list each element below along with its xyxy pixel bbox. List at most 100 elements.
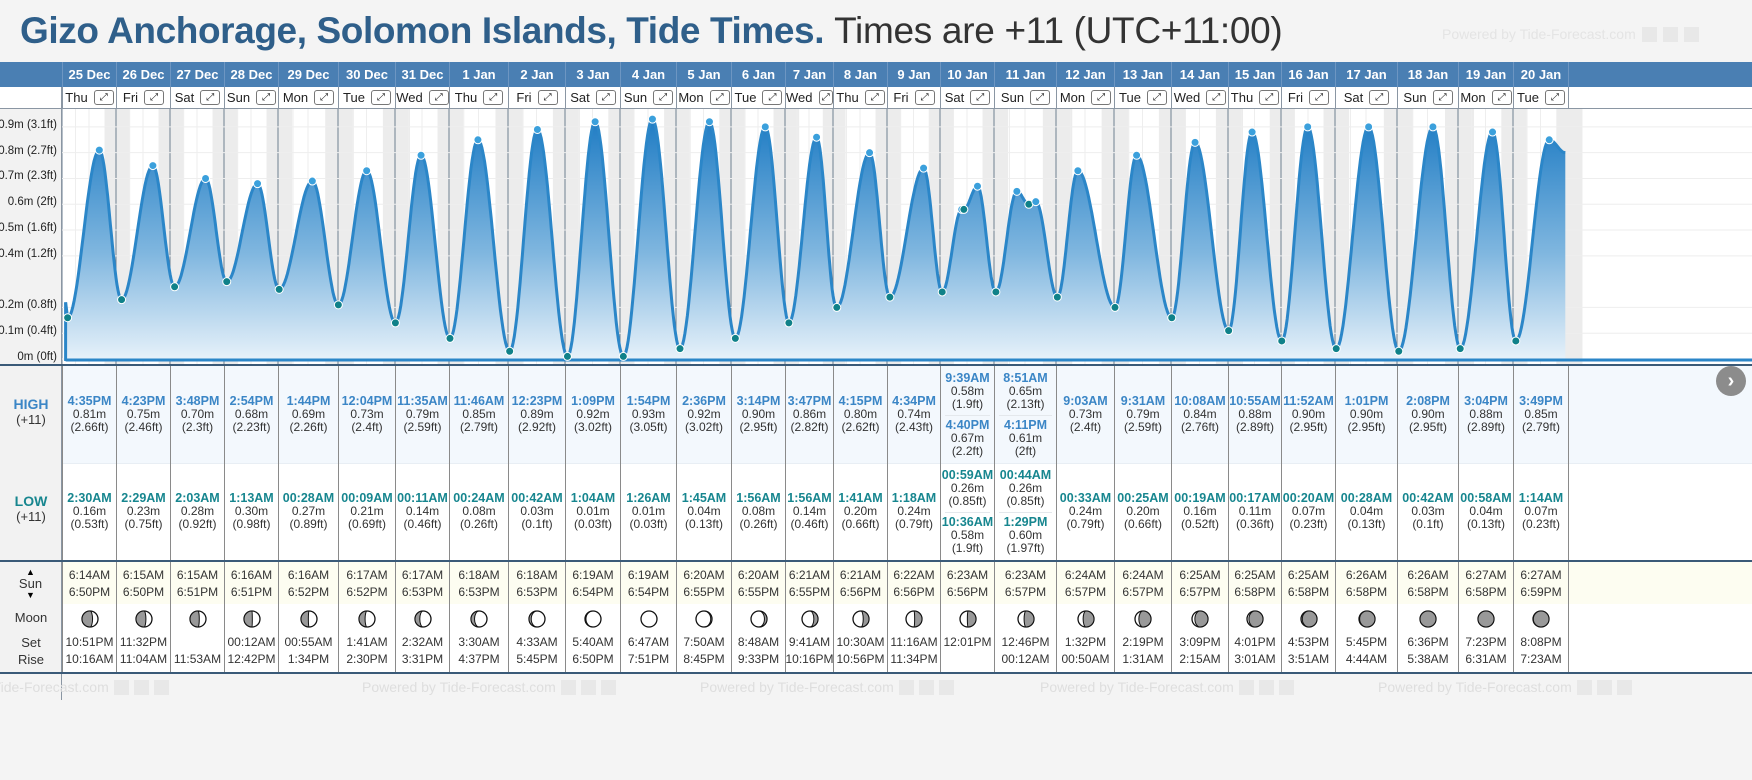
expand-day-button[interactable]: ⤢ (1491, 90, 1512, 105)
expand-day-button[interactable]: ⤢ (1544, 90, 1565, 105)
weekday-label: Sat (174, 90, 195, 105)
sunrise-time: 6:21AM (788, 567, 831, 582)
expand-day-button[interactable]: ⤢ (370, 90, 391, 105)
expand-day-button[interactable]: ⤢ (483, 90, 504, 105)
expand-day-button[interactable]: ⤢ (970, 90, 991, 105)
moonset-time: 00:12AM (227, 635, 276, 649)
high-tide-feet: (2.46ft) (124, 420, 163, 434)
expand-day-button[interactable]: ⤢ (537, 90, 558, 105)
high-tide-cell: 11:35AM 0.79m (2.59ft) (395, 366, 449, 463)
date-header-19: 13 Jan (1114, 62, 1171, 87)
sunset-time: 6:59PM (1520, 584, 1562, 599)
sunset-time: 6:57PM (1064, 584, 1107, 599)
expand-day-button[interactable]: ⤢ (314, 90, 335, 105)
expand-day-button[interactable]: ⤢ (762, 90, 783, 105)
high-tide-time: 4:15PM (838, 394, 883, 408)
expand-day-button[interactable]: ⤢ (200, 90, 221, 105)
low-tide-meters: 0.11m (1238, 504, 1272, 518)
expand-day-button[interactable]: ⤢ (818, 90, 833, 105)
high-tide-meters: 0.79m (1126, 407, 1160, 421)
sun-cell: 6:17AM 6:52PM (338, 562, 395, 604)
mountain-logo-icon (938, 679, 954, 695)
expand-day-button[interactable]: ⤢ (1206, 90, 1227, 105)
high-tide-feet: (1.9ft) (951, 396, 984, 411)
expand-day-button[interactable]: ⤢ (653, 90, 674, 105)
expand-day-button[interactable]: ⤢ (1030, 90, 1051, 105)
sunrise-time: 6:14AM (68, 567, 111, 582)
expand-day-button[interactable]: ⤢ (428, 90, 449, 105)
low-tide-point (885, 292, 895, 302)
weekday-label: Tue (734, 90, 757, 105)
day-header-21: Thu ⤢ (1228, 87, 1281, 108)
high-tide-feet: (2.59ft) (1123, 420, 1162, 434)
sunrise-time: 6:25AM (1179, 567, 1221, 582)
weekday-label: Wed (786, 90, 813, 105)
moon-phase (134, 609, 154, 629)
high-tide-meters: 0.86m (792, 407, 827, 421)
high-tide-feet: (2.95ft) (1347, 420, 1386, 434)
high-tide-cell: 12:04PM 0.73m (2.4ft) (338, 366, 395, 463)
high-tide-meters: 0.88m (1238, 407, 1272, 421)
high-tide-point (416, 150, 426, 160)
low-tide-time: 00:42AM (1402, 491, 1454, 505)
moon-phase (1299, 609, 1319, 629)
expand-day-button[interactable]: ⤢ (1091, 90, 1112, 105)
high-tide-feet: (2.66ft) (70, 420, 109, 434)
expand-day-button[interactable]: ⤢ (595, 90, 616, 105)
sun-row: ▲ Sun ▼ 6:14AM 6:50PM 6:15AM 6:50PM 6:15AM 6:… (0, 562, 1752, 604)
sun-cell: 6:25AM 6:58PM (1281, 562, 1335, 604)
moon-phase-icon (905, 610, 923, 628)
expand-day-button[interactable]: ⤢ (1146, 90, 1167, 105)
expand-day-button[interactable]: ⤢ (864, 90, 885, 105)
moon-phase-icon (299, 610, 318, 628)
sun-cell: 6:21AM 6:55PM (785, 562, 833, 604)
low-tide-time: 00:28AM (282, 491, 335, 505)
moon-phase (800, 609, 820, 629)
date-label: 15 Jan (1234, 67, 1276, 82)
high-tide-meters: 0.93m (631, 407, 666, 421)
high-tide-feet: (2.2ft) (951, 443, 984, 458)
low-tide-feet: (0.13ft) (684, 517, 723, 531)
moon-phase-icon (242, 610, 261, 628)
powered-by-link[interactable]: Powered by Tide-Forecast.com (1442, 26, 1699, 42)
expand-day-button[interactable]: ⤢ (93, 90, 114, 105)
low-tide-feet: (1.9ft) (951, 540, 984, 555)
moonset-time: 9:41AM (788, 635, 831, 649)
expand-day-button[interactable]: ⤢ (1309, 90, 1330, 105)
high-tide-cell: 8:51AM 0.65m (2.13ft) 4:11PM 0.61m (2ft) (994, 366, 1056, 463)
chevron-right-icon: › (1727, 369, 1735, 392)
low-tide-feet: (0.79ft) (1066, 517, 1105, 531)
expand-day-button[interactable]: ⤢ (144, 90, 165, 105)
moon-phase-icon (1076, 610, 1095, 628)
high-tide-entry: 4:23PM 0.75m (2.46ft) (122, 394, 166, 435)
moonset-time: 12:46PM (1001, 635, 1050, 649)
date-header-9: 3 Jan (565, 62, 620, 87)
sunrise-time: 6:19AM (572, 567, 614, 582)
day-header-16: Sat ⤢ (940, 87, 994, 108)
date-header-1: 26 Dec (116, 62, 170, 87)
mountain-logo-icon (600, 679, 616, 695)
moon-cell: 00:12AM 12:42PM (224, 604, 278, 672)
moon-phase-icon (1532, 610, 1550, 628)
expand-day-button[interactable]: ⤢ (1259, 90, 1280, 105)
expand-day-button[interactable]: ⤢ (1369, 90, 1390, 105)
footer-powered-by-text: Powered by Tide-Forecast.com (1040, 679, 1294, 695)
low-tide-meters: 0.23m (126, 504, 161, 518)
expand-day-button[interactable]: ⤢ (709, 90, 730, 105)
expand-day-button[interactable]: ⤢ (1432, 90, 1453, 105)
high-tide-entry: 1:01PM 0.90m (2.95ft) (1345, 394, 1389, 435)
expand-day-button[interactable]: ⤢ (914, 90, 935, 105)
low-tide-feet: (0.1ft) (521, 517, 553, 531)
moon-phase (749, 609, 769, 629)
expand-day-button[interactable]: ⤢ (256, 90, 277, 105)
next-days-button[interactable]: › (1716, 366, 1746, 396)
high-tide-feet: (2.79ft) (459, 420, 498, 434)
low-tide-feet: (0.26ft) (739, 517, 778, 531)
high-tide-meters: 0.73m (350, 407, 384, 421)
moon-phase-icon (584, 610, 602, 628)
sunrise-time: 6:25AM (1234, 567, 1276, 582)
low-tide-meters: 0.20m (1126, 504, 1160, 518)
sun-cell: 6:25AM 6:58PM (1228, 562, 1281, 604)
moonrise-time: 11:04AM (119, 652, 168, 666)
high-row-bg (62, 366, 1752, 463)
